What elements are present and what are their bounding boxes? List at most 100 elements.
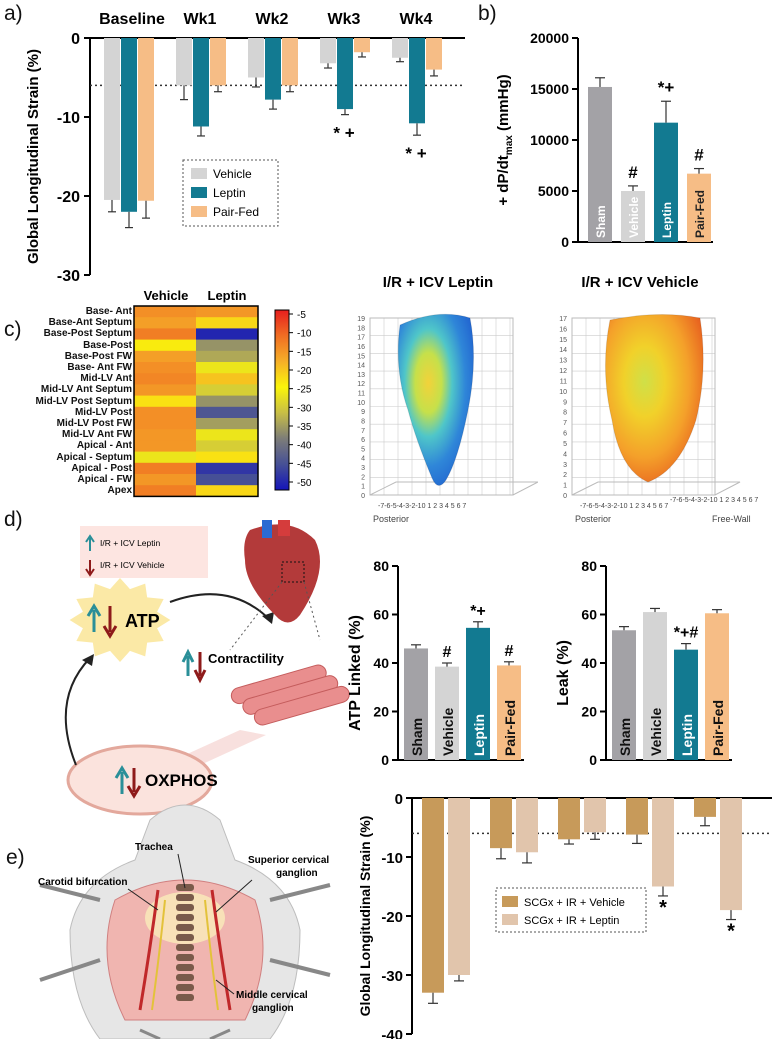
bar [320,38,336,64]
heatmap-row-label: Mid-LV Ant [80,373,132,385]
heatmap-cell [134,462,196,475]
bar [435,666,459,760]
axis-posterior: Posterior [575,514,611,524]
trachea-ring-icon [176,894,194,901]
z-tick-label: 5 [361,446,365,453]
heatmap-row-label: Apex [107,485,132,497]
heatmap-row-label: Base-Ant Septum [48,317,132,329]
bar [687,173,711,242]
z-tick-label: 8 [563,410,567,417]
y-tick-label: 0 [71,31,80,48]
heart-title: I/R + ICV Leptin [383,274,493,291]
heatmap-row-label: Mid-LV Ant FW [62,429,132,441]
heart-3d-vehicle: I/R + ICV Vehicle01234567891011121314151… [559,274,758,524]
heatmap-cell [196,362,258,374]
z-tick-label: 11 [358,391,365,398]
z-tick-label: 9 [361,409,365,416]
bar [720,798,742,911]
z-tick-label: 6 [361,437,365,444]
category-label: Wk1 [184,11,217,28]
heatmap-cell [134,395,196,408]
bar [588,86,612,243]
heatmap-cell [196,384,258,397]
y-tick-label: 10000 [530,132,569,148]
z-tick-label: 17 [559,316,567,323]
colorbar-tick-label: -30 [297,403,312,414]
artery-icon [138,889,232,1011]
retractor-icon [139,1028,231,1039]
heatmap-row-label: Base-Post FW [64,350,132,362]
heatmap-cell [134,328,196,341]
bar [674,649,698,760]
y-axis-label: Global Longitudinal Strain (%) [357,816,373,1017]
z-tick-label: 18 [357,325,365,332]
trachea-ring-icon [176,994,194,1001]
x-tick-label: -7-6-5-4-3-2-10 1 2 3 4 5 6 7 [580,503,668,510]
colorbar-tick-label: -40 [297,441,312,452]
bar-category-label: Pair-Fed [502,700,518,756]
legend-label: Leptin [213,186,246,200]
bar [404,648,428,760]
heatmap-row-labels: Base- Ant Base-Ant Septum Base-Post Septum… [0,306,132,496]
bar-category-label: Vehicle [648,708,664,756]
superior-label: Superior cervical [248,855,329,866]
zoom-box [281,561,305,583]
trachea-ring-icon [176,914,194,921]
heatmap-cell [134,418,196,430]
carotid-label: Carotid bifurcation [38,877,127,888]
heatmap-cell [196,462,258,475]
z-tick-label: 16 [357,344,365,351]
panel-label-e: e) [6,846,25,869]
z-tick-label: 0 [563,493,567,500]
z-tick-label: 5 [563,441,567,448]
bar-category-label: Vehicle [627,196,641,238]
heatmap-cell [196,317,258,329]
axis-posterior: Posterior [373,514,409,524]
bar-category-label: Vehicle [440,708,456,756]
middle-label: Middle cervical [236,990,308,1001]
z-tick-label: 12 [357,381,365,388]
colorbar-tick-label: -5 [297,310,306,321]
leader-line [177,853,186,889]
heatmap-cell [134,384,196,397]
bar [210,38,226,86]
arrow-up-icon [85,534,95,551]
colorbar-tick-label: -10 [297,329,312,340]
heatmap-row-label: Base-Post [83,339,132,351]
diagram-e-surgery: Trachea Carotid bifurcation Superior cervi… [38,804,331,1039]
bar-category-label: Pair-Fed [710,700,726,756]
grid-floor [369,481,538,496]
heatmap-row-label: Base- Ant [85,306,132,317]
heatmap-cell [134,440,196,453]
middle-label-2: ganglion [252,1003,294,1014]
bar [694,798,716,817]
y-tick-label: -20 [381,909,403,926]
arrow-up-icon [114,765,130,794]
heatmap-col-label: Leptin [208,288,247,303]
bar-category-label: Leptin [679,714,695,756]
legend-box [182,159,279,227]
heart-surface [397,313,475,486]
trachea-ring-icon [176,954,194,961]
y-tick-label: 80 [373,558,389,574]
heatmap-cell [196,474,258,486]
z-tick-label: 14 [559,347,567,354]
heatmap-cell [196,395,258,408]
z-tick-label: 2 [361,474,365,481]
flow-arrowhead [82,654,94,666]
bar [612,630,636,760]
chart-e-scgx: 0 -10 -20 -30 -40 Global Longitudinal Strain … [357,791,772,1039]
trachea-ring-icon [176,964,194,971]
heart-title: I/R + ICV Vehicle [581,274,698,291]
panel-label-d: d) [4,508,23,531]
heatmap-row-label: Base-Post Septum [43,328,132,340]
heatmap-row-label: Apical - FW [77,474,132,485]
bar [121,38,137,212]
bar [705,613,729,760]
significance-mark: # [694,146,704,165]
bar [497,665,521,760]
heatmap-cell [134,317,196,329]
heatmap-cell [196,373,258,385]
arrow-down-icon [126,768,142,799]
legend-label: SCGx + IR + Leptin [524,915,619,927]
